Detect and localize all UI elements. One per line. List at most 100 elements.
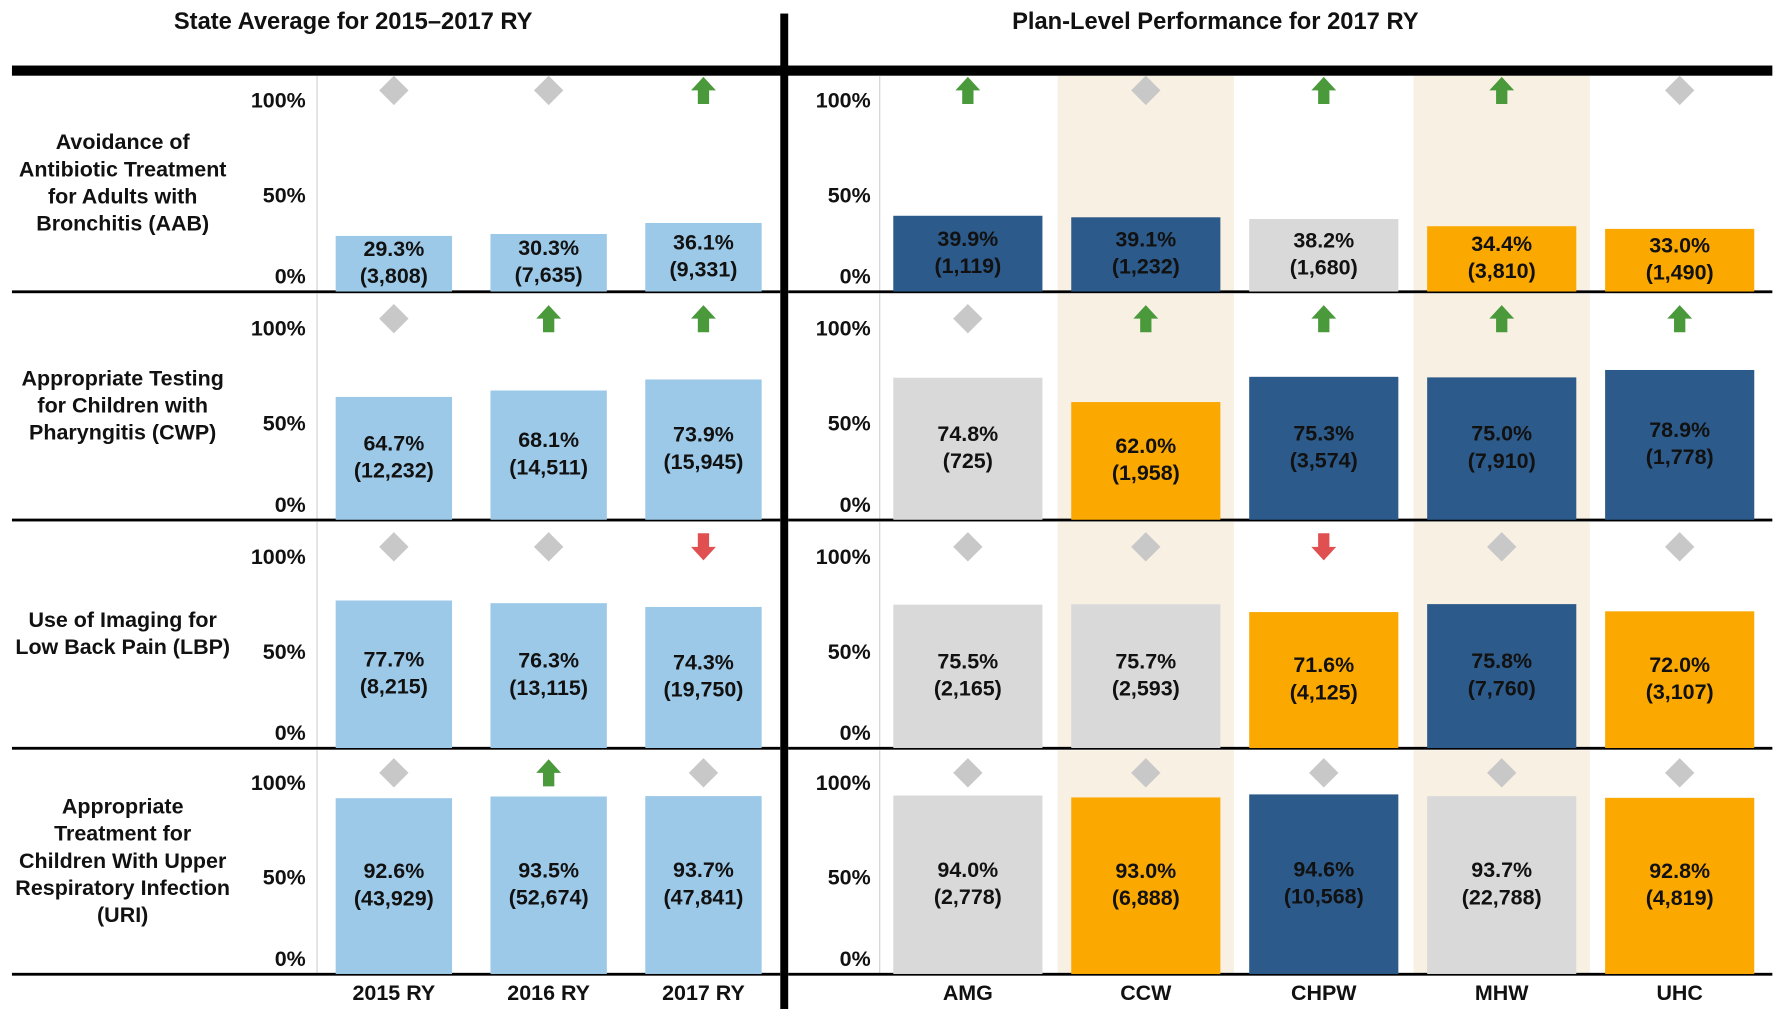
trend-same [1487, 758, 1517, 788]
value-label: 75.5% [937, 649, 998, 673]
bar [893, 215, 1043, 292]
bar [1427, 226, 1577, 292]
count-label: (1,958) [1112, 461, 1180, 485]
value-label: 39.9% [937, 227, 998, 251]
count-label: (12,232) [354, 459, 434, 483]
count-label: (7,910) [1468, 449, 1536, 473]
trend-same [1131, 75, 1161, 106]
bar [490, 603, 607, 748]
row-rule [788, 518, 1773, 522]
trend-same [379, 303, 409, 334]
trend-same [533, 75, 564, 106]
trend-same [953, 532, 983, 562]
y-tick-label: 0% [275, 493, 306, 517]
count-label: (43,929) [354, 886, 434, 910]
panel-divider [780, 13, 789, 1009]
count-label: (4,819) [1646, 886, 1714, 910]
y-tick-label: 0% [275, 265, 306, 289]
count-label: (7,635) [515, 263, 583, 287]
trend-same [1487, 532, 1517, 562]
trend-up [1489, 76, 1515, 104]
bar [1071, 217, 1221, 292]
x-tick-label: 2015 RY [353, 981, 436, 1005]
trend-same [953, 758, 983, 788]
value-label: 75.3% [1293, 421, 1354, 445]
y-tick-label: 50% [828, 183, 871, 207]
value-label: 77.7% [363, 647, 424, 671]
trend-same [1665, 75, 1695, 106]
y-tick-label: 50% [263, 866, 306, 890]
y-tick-label: 100% [816, 545, 871, 569]
value-label: 78.9% [1649, 418, 1710, 442]
count-label: (1,778) [1646, 445, 1714, 469]
y-tick-label: 50% [828, 412, 871, 436]
bar [335, 600, 453, 748]
y-tick-label: 100% [816, 771, 871, 795]
y-tick-label: 100% [816, 317, 871, 341]
value-label: 74.8% [937, 422, 998, 446]
x-tick-label: 2017 RY [662, 981, 745, 1005]
bar [645, 379, 762, 520]
trend-same [688, 758, 719, 788]
value-label: 33.0% [1649, 233, 1710, 257]
bar [1249, 219, 1399, 292]
value-label: 93.5% [518, 858, 579, 882]
x-tick-label: AMG [943, 981, 993, 1005]
row-label-text: Avoidance of Antibiotic Treatment for Ad… [18, 130, 227, 236]
row-label: Use of Imaging for Low Back Pain (LBP) [15, 609, 231, 660]
row-rule [788, 290, 1773, 294]
y-tick-label: 100% [251, 317, 306, 341]
value-label: 68.1% [518, 428, 579, 452]
bar [645, 796, 762, 974]
value-label: 39.1% [1115, 228, 1176, 252]
row-rule [788, 972, 1773, 976]
y-tick-label: 50% [263, 183, 306, 207]
count-label: (8,215) [360, 674, 428, 698]
x-tick-label: CHPW [1291, 981, 1357, 1005]
trend-up [1489, 305, 1515, 333]
trend-down [1311, 533, 1337, 561]
count-label: (9,331) [669, 257, 737, 281]
trend-up [955, 76, 981, 104]
trend-up [691, 305, 716, 333]
value-label: 74.3% [673, 651, 734, 675]
trend-up [1311, 76, 1337, 104]
trend-up [1311, 305, 1337, 333]
count-label: (4,125) [1290, 680, 1358, 704]
y-tick-label: 0% [840, 721, 871, 745]
value-label: 76.3% [518, 649, 579, 673]
bar [490, 796, 607, 974]
row-label-text: Appropriate Testing for Children with Ph… [21, 367, 224, 446]
bar [1071, 604, 1221, 748]
y-tick-label: 0% [275, 721, 306, 745]
bar [1249, 794, 1399, 974]
count-label: (52,674) [509, 885, 589, 909]
row-rule [11, 972, 781, 976]
bar [1605, 611, 1755, 748]
row-label: Appropriate Treatment for Children With … [15, 795, 230, 927]
count-label: (3,107) [1646, 680, 1714, 704]
row-rule [11, 746, 781, 750]
value-label: 29.3% [363, 237, 424, 261]
count-label: (3,810) [1468, 259, 1536, 283]
x-tick-label: 2016 RY [507, 981, 590, 1005]
bar [1071, 402, 1221, 520]
count-label: (15,945) [664, 450, 744, 474]
y-tick-label: 100% [816, 88, 871, 112]
count-label: (3,574) [1290, 449, 1358, 473]
y-tick-label: 50% [828, 640, 871, 664]
y-tick-label: 50% [263, 640, 306, 664]
bar [893, 377, 1043, 520]
y-tick-label: 50% [828, 866, 871, 890]
bar [1427, 377, 1577, 520]
row-label-text: Use of Imaging for Low Back Pain (LBP) [15, 609, 231, 660]
y-tick-label: 0% [275, 947, 306, 971]
trend-same [953, 303, 983, 334]
header-rule [11, 65, 1773, 76]
panel-title: Plan-Level Performance for 2017 RY [1012, 9, 1419, 35]
count-label: (10,568) [1284, 884, 1364, 908]
bar [645, 606, 762, 748]
trend-same [1309, 758, 1339, 788]
value-label: 38.2% [1293, 228, 1354, 252]
x-tick-label: MHW [1475, 981, 1529, 1005]
